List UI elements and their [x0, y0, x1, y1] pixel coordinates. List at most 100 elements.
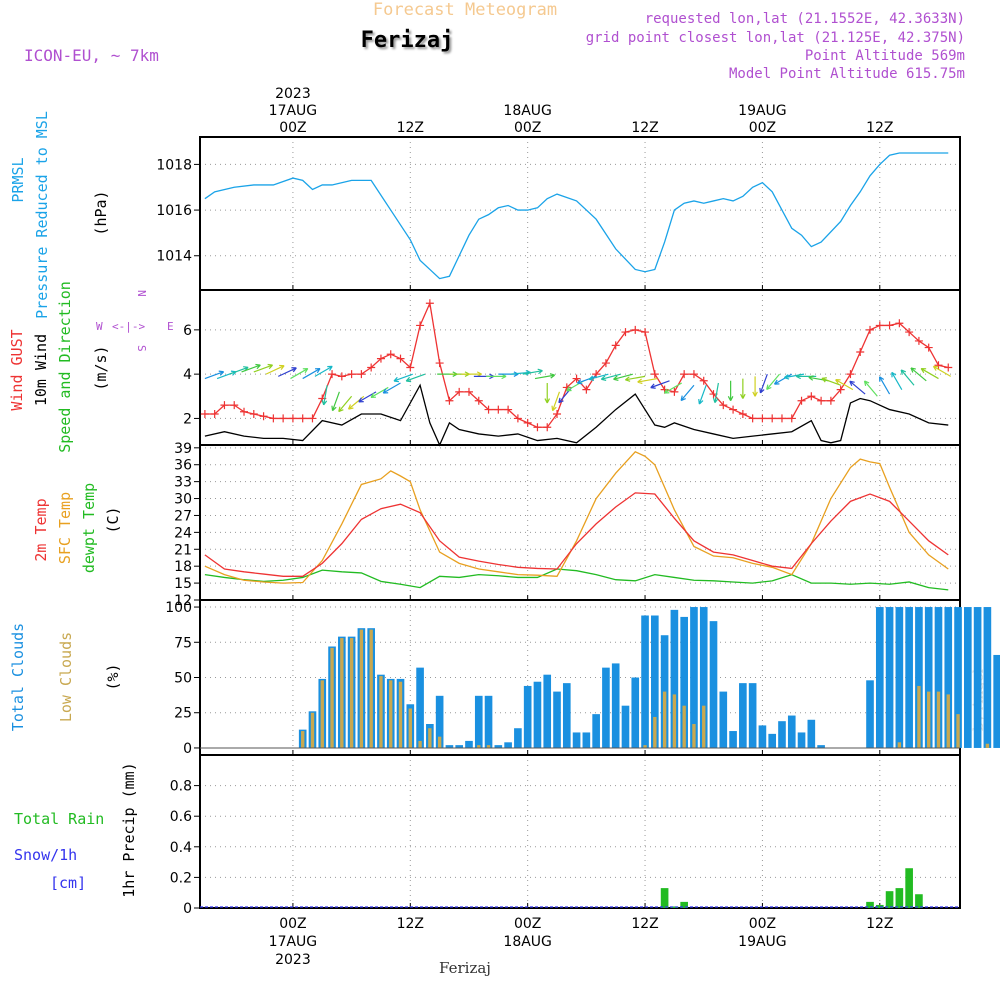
- wind-arrow: [551, 391, 561, 412]
- y-tick-label: 1016: [156, 203, 192, 219]
- total-cloud-bar: [690, 607, 698, 748]
- total-cloud-bar: [621, 705, 630, 748]
- total-cloud-bar: [523, 685, 532, 748]
- gust-line-marker: [200, 410, 209, 418]
- compass-arrows: <-|->: [112, 320, 145, 333]
- low-cloud-bar: [927, 691, 931, 748]
- gust-line-marker: [259, 412, 268, 421]
- total-cloud-bar: [993, 654, 1000, 748]
- bottom-time-label: 00Z: [749, 916, 776, 932]
- total-cloud-bar: [651, 615, 659, 748]
- gust-line-marker: [846, 370, 855, 379]
- wind-arrow: [600, 373, 621, 381]
- panel-frame: [199, 754, 961, 909]
- panel-clouds: 0 25 50 75 100: [165, 599, 1000, 757]
- gust-line-marker: [249, 410, 258, 418]
- wind-speed-line: [204, 383, 949, 447]
- compass-e: E: [167, 320, 174, 333]
- wind-arrow: [534, 373, 556, 380]
- plot-area: 1014101610182461215182124273033363902550…: [156, 86, 1000, 968]
- total-cloud-bar: [474, 695, 483, 748]
- top-time-label: 00Z: [514, 120, 541, 136]
- wind-arrow: [522, 368, 543, 375]
- temp-unit: (C): [104, 506, 122, 533]
- bottom-time-label: 18AUG: [503, 934, 552, 950]
- gust-line: [204, 301, 949, 428]
- gust-line-marker: [288, 414, 297, 423]
- total-cloud-bar: [944, 607, 953, 748]
- low-cloud-bar: [418, 740, 422, 748]
- wind-arrow: [314, 365, 333, 377]
- top-time-label: 00Z: [749, 120, 776, 136]
- wind-arrow: [253, 363, 274, 373]
- low-cloud-bar: [897, 742, 902, 748]
- gust-line-marker: [905, 328, 914, 337]
- top-time-label: 00Z: [279, 120, 306, 136]
- wind-arrow: [613, 373, 633, 381]
- compass-rose: W <-|-> E N S: [96, 290, 174, 352]
- rain-bar: [895, 888, 904, 908]
- pressure-unit: (hPa): [92, 190, 110, 235]
- y-tick-label: 24: [174, 525, 192, 541]
- gust-line-marker: [494, 405, 503, 414]
- bottom-station: Ferizaj: [439, 959, 491, 977]
- total-cloud-bar: [875, 607, 884, 748]
- cloud-labels: Total Clouds Low Clouds (%): [9, 623, 122, 731]
- compass-n: N: [135, 290, 148, 297]
- temp2m-label: 2m Temp: [32, 498, 50, 561]
- wind-arrow: [712, 382, 719, 404]
- bottom-time-label: 00Z: [279, 916, 306, 932]
- gust-line-marker: [934, 361, 943, 370]
- wind-arrow: [773, 373, 793, 385]
- gust-line-marker: [885, 321, 894, 330]
- low-cloud-bar: [428, 728, 432, 748]
- wind-arrow: [863, 380, 878, 397]
- precip-unit: 1hr Precip (mm): [120, 762, 138, 897]
- low-cloud-bar: [486, 745, 491, 748]
- temp-labels: 2m Temp SFC Temp dewpt Temp (C): [32, 483, 122, 573]
- total-cloud-bar: [543, 674, 552, 748]
- rain-bar: [905, 868, 913, 908]
- total-cloud-bar: [562, 683, 571, 748]
- gust-line-marker: [455, 387, 464, 396]
- total-cloud-bar: [905, 607, 913, 748]
- y-tick-label: 0: [183, 741, 192, 757]
- bottom-time-label: 00Z: [514, 916, 541, 932]
- pressure-label-2: Pressure Reduced to MSL: [33, 111, 51, 319]
- model-name: ICON-EU, ~ 7km: [24, 46, 159, 65]
- wind-arrow: [588, 373, 609, 381]
- dewpt-label: dewpt Temp: [80, 483, 98, 573]
- total-cloud-bar: [739, 683, 747, 748]
- gust-line-marker: [425, 299, 434, 308]
- gust-line-marker: [367, 363, 376, 372]
- y-tick-label: 0.6: [170, 809, 192, 825]
- gust-line-marker: [621, 328, 630, 337]
- gust-line-marker: [924, 343, 933, 352]
- y-tick-label: 25: [174, 706, 192, 722]
- pressure-line: [204, 152, 949, 280]
- gust-line-marker: [210, 410, 219, 418]
- y-tick-label: 6: [183, 323, 192, 339]
- wind-arrow: [321, 385, 328, 406]
- top-time-label: 2023: [275, 86, 311, 102]
- y-tick-label: 12: [174, 593, 192, 609]
- low-cloud-bar: [702, 705, 706, 748]
- gust-line-marker: [445, 396, 454, 405]
- app-title: Forecast Meteogram: [373, 0, 557, 20]
- wind-arrow: [558, 387, 573, 404]
- gust-line-marker: [914, 336, 923, 345]
- low-cloud-bar: [477, 745, 481, 748]
- total-cloud-bar: [817, 745, 825, 748]
- top-time-label: 12Z: [631, 120, 658, 136]
- low-cloud-bar: [917, 685, 921, 748]
- wind-arrow: [650, 380, 670, 389]
- total-cloud-bar: [504, 742, 512, 748]
- rain-bar: [660, 888, 669, 908]
- wind-arrow: [727, 380, 734, 402]
- gust-line-marker: [376, 354, 385, 363]
- low-cloud-bar: [682, 705, 686, 748]
- y-tick-label: 1014: [156, 249, 192, 265]
- y-tick-label: 30: [174, 492, 192, 508]
- top-time-label: 12Z: [397, 120, 424, 136]
